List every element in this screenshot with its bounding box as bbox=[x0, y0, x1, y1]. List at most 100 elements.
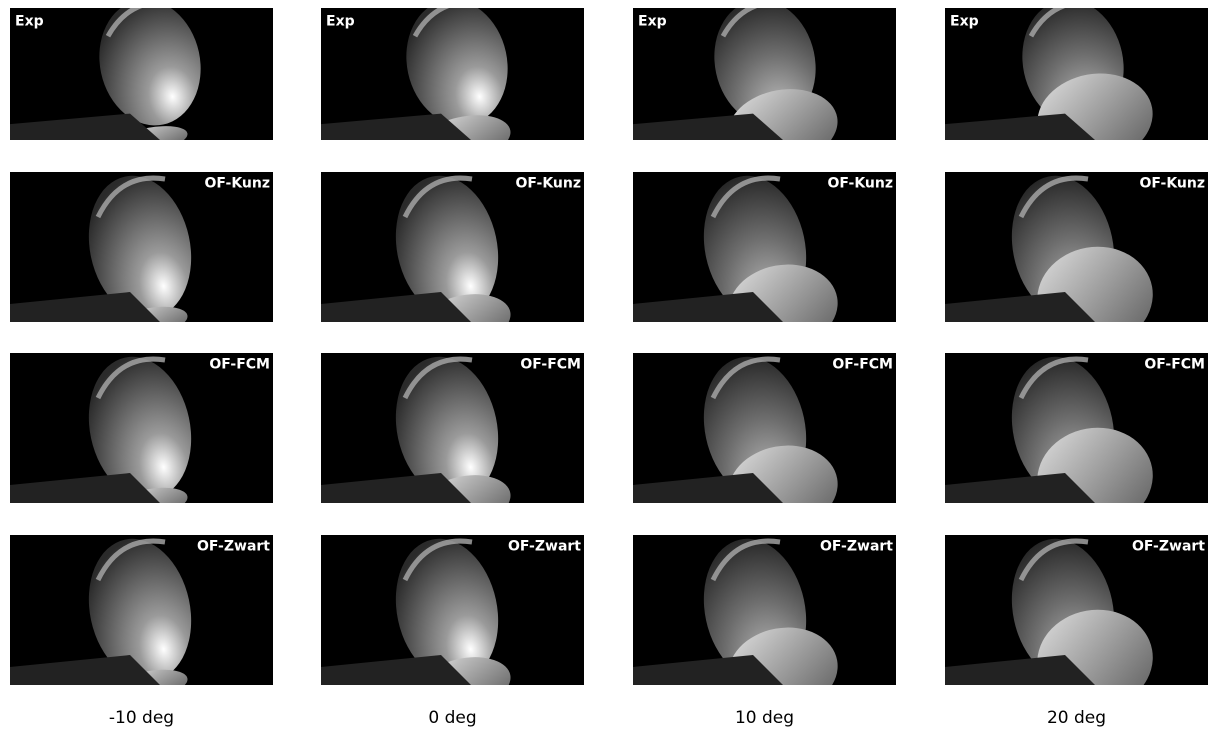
shadow-plane bbox=[321, 292, 471, 322]
cavity-edge bbox=[720, 8, 758, 38]
panel-image bbox=[633, 175, 838, 322]
panel-image bbox=[10, 8, 201, 140]
blade bbox=[1037, 246, 1153, 322]
panel: OF-Kunz bbox=[945, 172, 1208, 322]
panel-label: OF-FCM bbox=[209, 357, 270, 373]
panel: OF-FCM bbox=[945, 353, 1208, 503]
cavity-edge bbox=[1018, 538, 1089, 582]
blade bbox=[728, 627, 838, 685]
column-label: 0 deg bbox=[428, 708, 476, 728]
shadow-plane bbox=[633, 292, 783, 322]
cavity bbox=[99, 8, 201, 126]
shadow-plane bbox=[321, 113, 471, 140]
panel-image bbox=[633, 356, 838, 503]
column-label: 20 deg bbox=[1047, 708, 1106, 728]
cavity bbox=[88, 175, 192, 319]
shadow-plane bbox=[10, 473, 160, 503]
column-label: -10 deg bbox=[109, 708, 174, 728]
panel-label: OF-Zwart bbox=[1132, 539, 1205, 555]
panel-image bbox=[633, 8, 838, 140]
panel-image bbox=[321, 538, 511, 685]
panel-label: OF-Kunz bbox=[827, 176, 893, 192]
shadow-plane bbox=[10, 292, 160, 322]
panel-label: Exp bbox=[15, 14, 44, 30]
panel: OF-FCM bbox=[10, 353, 273, 503]
cavity bbox=[395, 538, 499, 682]
panel-label: Exp bbox=[638, 14, 667, 30]
cavity-edge bbox=[402, 538, 473, 582]
panel-label: OF-FCM bbox=[1144, 357, 1205, 373]
cavity-edge bbox=[710, 175, 781, 219]
cavity-edge bbox=[95, 538, 166, 582]
shadow-plane bbox=[633, 473, 783, 503]
shadow-plane bbox=[321, 655, 471, 685]
panel: OF-Kunz bbox=[10, 172, 273, 322]
panel-label: OF-Zwart bbox=[508, 539, 581, 555]
shadow-plane bbox=[633, 113, 783, 140]
panel: OF-Zwart bbox=[321, 535, 584, 685]
panel: OF-Kunz bbox=[321, 172, 584, 322]
shadow-plane bbox=[945, 473, 1095, 503]
blade bbox=[728, 264, 838, 322]
cavity bbox=[395, 356, 499, 500]
panel-label: OF-Kunz bbox=[515, 176, 581, 192]
shadow-plane bbox=[945, 292, 1095, 322]
shadow-plane bbox=[10, 113, 160, 140]
blade bbox=[728, 445, 838, 503]
cavity-edge bbox=[95, 356, 166, 400]
cavity bbox=[88, 538, 192, 682]
cavity-edge bbox=[1018, 356, 1089, 400]
panel-image bbox=[945, 356, 1153, 503]
panel: OF-Zwart bbox=[945, 535, 1208, 685]
cavity bbox=[395, 175, 499, 319]
cavity-edge bbox=[412, 8, 450, 38]
panel: OF-Kunz bbox=[633, 172, 896, 322]
cavity-edge bbox=[95, 175, 166, 219]
panel-label: OF-Kunz bbox=[204, 176, 270, 192]
cavity-edge bbox=[1028, 8, 1066, 38]
shadow-plane bbox=[633, 655, 783, 685]
blade bbox=[1037, 73, 1153, 140]
panel-image bbox=[945, 175, 1153, 322]
panel: Exp bbox=[945, 8, 1208, 140]
blade bbox=[728, 89, 838, 140]
panel-label: OF-FCM bbox=[520, 357, 581, 373]
panel-image bbox=[10, 175, 192, 322]
panel-image bbox=[945, 538, 1153, 685]
panel-label: OF-Zwart bbox=[820, 539, 893, 555]
panel-image bbox=[321, 175, 511, 322]
shadow-plane bbox=[321, 473, 471, 503]
column-label: 10 deg bbox=[735, 708, 794, 728]
panel-image bbox=[10, 538, 192, 685]
panel: OF-Zwart bbox=[633, 535, 896, 685]
panel: OF-Zwart bbox=[10, 535, 273, 685]
panel: Exp bbox=[10, 8, 273, 140]
panel-label: OF-FCM bbox=[832, 357, 893, 373]
cavity-edge bbox=[710, 356, 781, 400]
cavity bbox=[88, 356, 192, 500]
panel-label: OF-Zwart bbox=[197, 539, 270, 555]
panel-grid: Exp Exp Exp Exp OF-Kunz OF-Kunz OF-Kunz OF-Kunz… bbox=[10, 8, 1208, 685]
panel-image bbox=[10, 356, 192, 503]
panel-label: Exp bbox=[326, 14, 355, 30]
shadow-plane bbox=[10, 655, 160, 685]
panel-image bbox=[945, 8, 1153, 140]
panel-image bbox=[321, 8, 511, 140]
cavity-edge bbox=[1018, 175, 1089, 219]
cavity-edge bbox=[105, 8, 143, 38]
panel-label: Exp bbox=[950, 14, 979, 30]
blade bbox=[1037, 427, 1153, 503]
cavity-edge bbox=[402, 356, 473, 400]
panel-image bbox=[321, 356, 511, 503]
blade bbox=[1037, 609, 1153, 685]
panel: Exp bbox=[321, 8, 584, 140]
panel-image bbox=[633, 538, 838, 685]
panel: OF-FCM bbox=[633, 353, 896, 503]
cavity bbox=[406, 8, 508, 126]
panel: Exp bbox=[633, 8, 896, 140]
panel-label: OF-Kunz bbox=[1139, 176, 1205, 192]
cavity-edge bbox=[402, 175, 473, 219]
shadow-plane bbox=[945, 113, 1095, 140]
panel: OF-FCM bbox=[321, 353, 584, 503]
